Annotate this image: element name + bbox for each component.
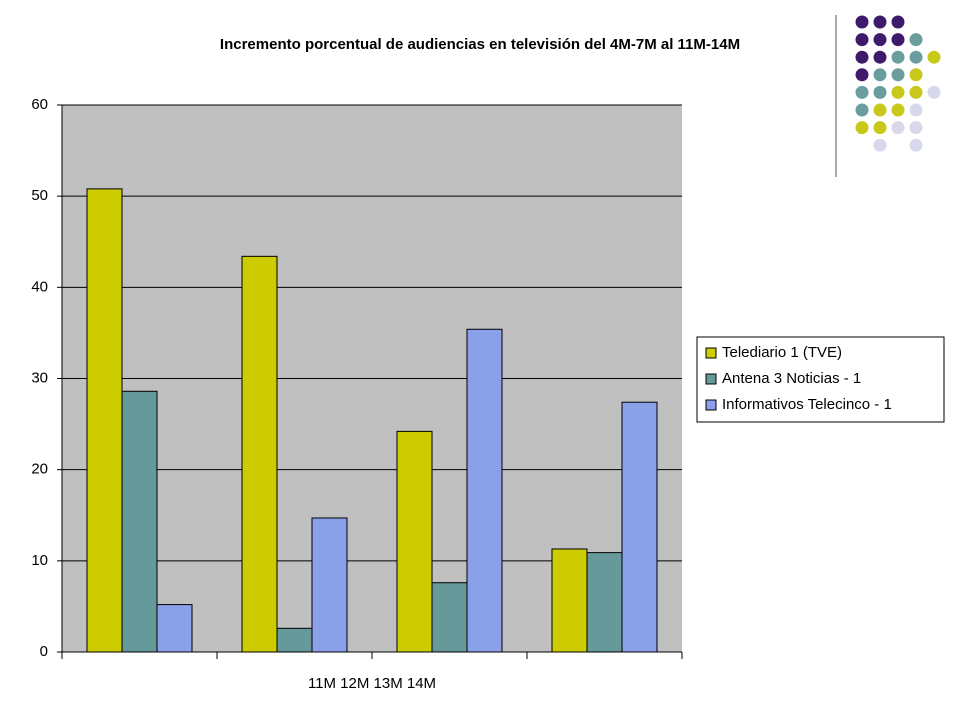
bar	[586, 552, 623, 653]
dot	[909, 50, 923, 64]
dot	[873, 50, 887, 64]
decoration	[855, 15, 941, 152]
dot	[891, 121, 905, 135]
legend-label: Antena 3 Noticias - 1	[722, 370, 861, 387]
y-tick-label: 20	[31, 461, 48, 478]
bar	[241, 255, 278, 653]
dot	[909, 103, 923, 117]
bar	[466, 328, 503, 653]
bar	[431, 582, 468, 653]
dot	[891, 103, 905, 117]
dot	[855, 33, 869, 47]
bar	[551, 548, 588, 653]
dot	[891, 15, 905, 29]
dot	[927, 50, 941, 64]
legend-swatch	[705, 373, 717, 385]
x-axis-label: 11M 12M 13M 14M	[308, 675, 436, 692]
dot	[909, 33, 923, 47]
dot	[873, 138, 887, 152]
chart-title: Incremento porcentual de audiencias en t…	[220, 36, 740, 53]
dot	[891, 33, 905, 47]
dot	[855, 68, 869, 82]
dot	[873, 68, 887, 82]
dot	[891, 85, 905, 99]
dot	[855, 85, 869, 99]
dot	[909, 68, 923, 82]
legend-label: Telediario 1 (TVE)	[722, 344, 842, 361]
dot	[855, 15, 869, 29]
bar	[276, 627, 313, 653]
dot	[873, 15, 887, 29]
legend	[696, 336, 945, 423]
bar	[396, 430, 433, 653]
dot	[909, 138, 923, 152]
dot	[873, 85, 887, 99]
dot	[855, 121, 869, 135]
legend-swatch	[705, 399, 717, 411]
y-tick-label: 0	[40, 643, 48, 660]
bar	[156, 604, 193, 653]
y-tick-label: 40	[31, 278, 48, 295]
legend-items: Telediario 1 (TVE) Antena 3 Noticias - 1 I…	[705, 344, 892, 413]
dot	[891, 50, 905, 64]
y-tick-label: 50	[31, 187, 48, 204]
dot	[891, 68, 905, 82]
dot	[909, 121, 923, 135]
y-tick-label: 30	[31, 369, 48, 386]
legend-swatch	[705, 347, 717, 359]
y-tick-label: 60	[31, 96, 48, 113]
dot	[909, 85, 923, 99]
y-tick-label: 10	[31, 552, 48, 569]
bar	[621, 401, 658, 653]
dot	[873, 103, 887, 117]
dot	[927, 85, 941, 99]
plot: 0 10 20 30 40 50 60	[31, 96, 683, 660]
dot	[855, 103, 869, 117]
dot	[873, 121, 887, 135]
dot	[855, 50, 869, 64]
bar	[86, 188, 123, 653]
dot	[873, 33, 887, 47]
bar	[311, 517, 348, 653]
legend-label: Informativos Telecinco - 1	[722, 396, 892, 413]
bar	[121, 390, 158, 653]
